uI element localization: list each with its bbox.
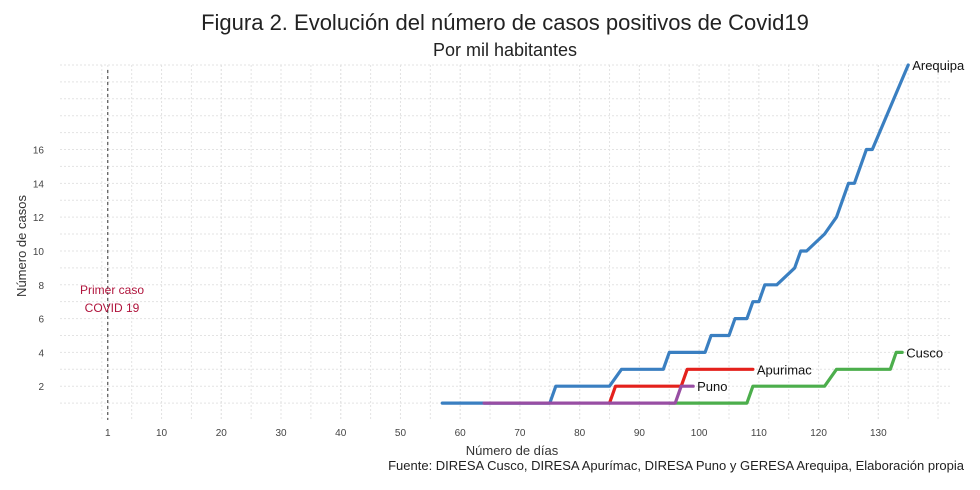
y-tick-label: 14: [33, 179, 45, 190]
series-label-apurimac: Apurimac: [757, 362, 812, 377]
x-tick-label: 50: [395, 428, 407, 439]
series-label-cusco: Cusco: [906, 345, 943, 360]
chart-subtitle: Por mil habitantes: [432, 40, 578, 60]
y-tick-label: 6: [38, 315, 44, 326]
grid-lines: [60, 64, 950, 420]
first-case-label: COVID 19: [85, 301, 140, 315]
chart-caption: Fuente: DIRESA Cusco, DIRESA Apurímac, D…: [388, 458, 964, 473]
x-tick-label: 80: [574, 428, 586, 439]
x-tick-label: 90: [634, 428, 646, 439]
first-case-label: Primer caso: [80, 283, 144, 297]
series-lines: [440, 63, 910, 405]
x-axis-label: Número de días: [466, 443, 559, 458]
x-tick-label: 110: [751, 428, 767, 439]
x-tick-label: 60: [455, 428, 467, 439]
x-tick-label: 20: [216, 428, 228, 439]
chart-title: Figura 2. Evolución del número de casos …: [201, 10, 809, 35]
y-tick-label: 8: [38, 281, 44, 292]
x-tick-label: 1: [105, 428, 111, 439]
y-axis-label: Número de casos: [14, 195, 29, 297]
y-tick-label: 12: [33, 213, 45, 224]
x-tick-label: 120: [810, 428, 827, 439]
series-line-arequipa: [440, 63, 910, 405]
y-tick-label: 16: [33, 146, 45, 157]
series-line-puno: [482, 384, 695, 405]
y-axis-ticks: 2 4 6 8 10 12 14 16: [33, 146, 45, 394]
x-tick-label: 100: [691, 428, 708, 439]
y-tick-label: 10: [33, 247, 45, 258]
first-case-marker: Primer caso COVID 19: [80, 70, 144, 420]
x-tick-label: 40: [335, 428, 347, 439]
x-tick-label: 130: [870, 428, 887, 439]
y-tick-label: 4: [38, 348, 44, 359]
x-tick-label: 10: [156, 428, 168, 439]
x-tick-label: 70: [514, 428, 526, 439]
x-axis-ticks: 1 10 20 30 40 50 60 70 80 90 100 110 120 130: [105, 428, 887, 439]
series-label-puno: Puno: [697, 379, 727, 394]
y-tick-label: 2: [38, 382, 44, 393]
series-labels: Arequipa Cusco Apurimac Puno: [697, 58, 965, 394]
series-line-cusco: [667, 350, 904, 405]
series-label-arequipa: Arequipa: [912, 58, 965, 73]
x-tick-label: 30: [275, 428, 287, 439]
